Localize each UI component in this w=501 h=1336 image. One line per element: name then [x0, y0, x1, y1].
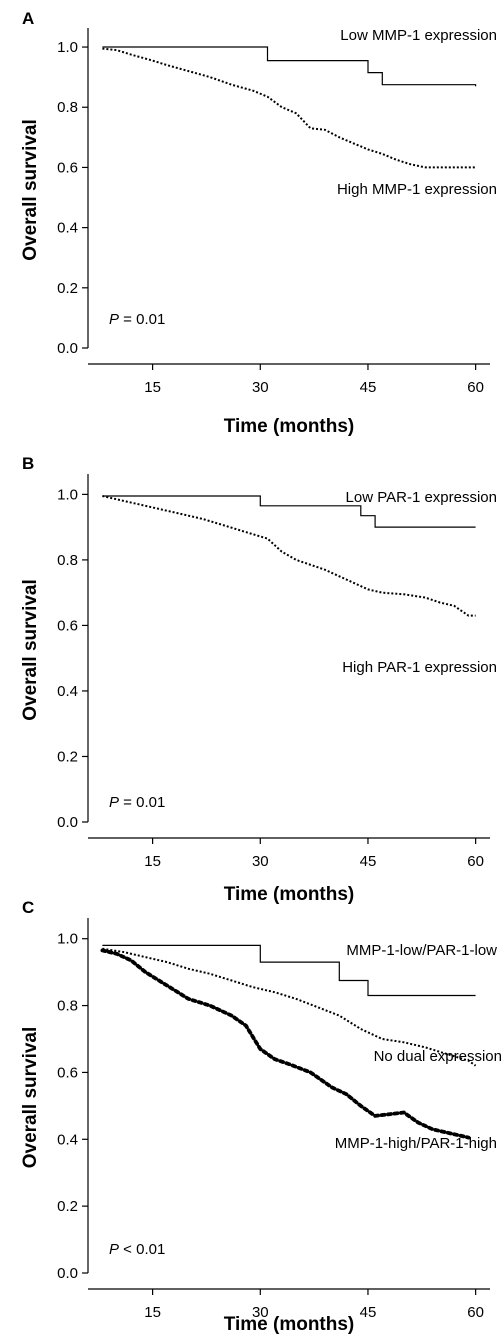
- series-line-2: [102, 47, 476, 169]
- x-axis-title: Time (months): [224, 1314, 355, 1335]
- series-line-1: [102, 46, 477, 87]
- x-tick-label: 30: [252, 853, 269, 870]
- series-label: MMP-1-high/PAR-1-high: [335, 1135, 497, 1152]
- y-tick-label: 0.8: [57, 998, 78, 1015]
- y-tick-label: 1.0: [57, 39, 78, 56]
- y-tick-label: 0.6: [57, 617, 78, 634]
- y-tick-label: 0.0: [57, 814, 78, 831]
- chart-panel-b: B 0.0 0.2 0.4 0.6 0.8 1.0 15 30 45 60 Overall survi…: [20, 454, 497, 905]
- series-line-2: [102, 495, 476, 617]
- y-axis-title: Overall survival: [20, 1027, 41, 1169]
- x-tick-label: 45: [360, 379, 377, 396]
- y-tick-label: 0.2: [57, 1198, 78, 1215]
- series-label: Low MMP-1 expression: [340, 27, 497, 44]
- y-tick-label: 0.4: [57, 220, 78, 237]
- y-tick-label: 0.4: [57, 683, 78, 700]
- y-tick-label: 0.8: [57, 99, 78, 116]
- p-value-symbol: P: [109, 794, 119, 811]
- p-value-symbol: P: [109, 311, 119, 328]
- panel-letter: A: [22, 9, 34, 28]
- x-tick-label: 45: [360, 1304, 377, 1321]
- p-value-text: = 0.01: [119, 311, 165, 328]
- x-tick-label: 15: [144, 1304, 161, 1321]
- p-value-text: = 0.01: [119, 794, 165, 811]
- y-tick-label: 0.0: [57, 1265, 78, 1282]
- series-label: MMP-1-low/PAR-1-low: [346, 942, 497, 959]
- p-value-annotation: P = 0.01: [109, 311, 165, 328]
- y-tick-label: 1.0: [57, 931, 78, 948]
- x-axis-title: Time (months): [224, 884, 355, 905]
- x-tick-label: 30: [252, 379, 269, 396]
- series-line-2: [102, 947, 477, 1067]
- y-tick-label: 0.6: [57, 1064, 78, 1081]
- x-tick-label: 15: [144, 379, 161, 396]
- y-tick-label: 0.2: [57, 748, 78, 765]
- y-tick-label: 0.2: [57, 280, 78, 297]
- p-value-symbol: P: [109, 1241, 119, 1258]
- p-value-text: < 0.01: [119, 1241, 165, 1258]
- series-line-3: [100, 948, 471, 1140]
- panel-letter: C: [22, 898, 34, 917]
- x-tick-label: 30: [252, 1304, 269, 1321]
- y-tick-label: 0.0: [57, 340, 78, 357]
- y-tick-label: 0.4: [57, 1131, 78, 1148]
- p-value-annotation: P = 0.01: [109, 794, 165, 811]
- series-line-1: [102, 944, 476, 997]
- series-label: No dual expression: [374, 1048, 501, 1065]
- series-label: High MMP-1 expression: [337, 181, 497, 198]
- x-tick-label: 15: [144, 853, 161, 870]
- x-tick-label: 60: [467, 379, 484, 396]
- series-label: High PAR-1 expression: [342, 659, 497, 676]
- y-tick-label: 0.8: [57, 552, 78, 569]
- y-tick-label: 0.6: [57, 159, 78, 176]
- y-axis-title: Overall survival: [20, 119, 41, 261]
- panel-letter: B: [22, 454, 34, 473]
- series-label: Low PAR-1 expression: [346, 489, 497, 506]
- p-value-annotation: P < 0.01: [109, 1241, 165, 1258]
- x-axis-title: Time (months): [224, 416, 355, 437]
- x-tick-label: 60: [467, 1304, 484, 1321]
- x-tick-label: 45: [360, 853, 377, 870]
- series-line-1: [102, 495, 476, 528]
- chart-panel-c: C 0.0 0.2 0.4 0.6 0.8 1.0 15 30 45 60 Overall survi…: [20, 898, 501, 1335]
- y-tick-label: 1.0: [57, 486, 78, 503]
- x-tick-label: 60: [467, 853, 484, 870]
- chart-panel-a: A 0.0 0.2 0.4 0.6 0.8 1.0 15 30 45 60 Overall survi…: [20, 9, 497, 437]
- y-axis-title: Overall survival: [20, 579, 41, 721]
